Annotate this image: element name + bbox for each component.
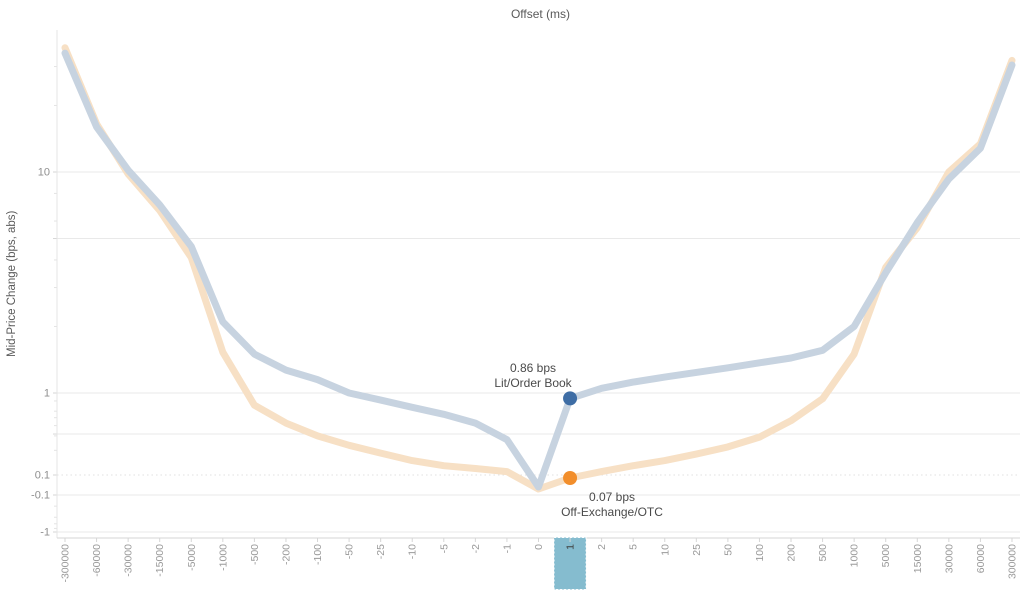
x-tick-label: 50 [722, 544, 734, 556]
x-tick-label: -15000 [154, 544, 166, 577]
y-tick-label: 0.1 [35, 470, 50, 482]
x-tick-label: -2 [470, 544, 482, 553]
x-tick-label: 25 [691, 544, 703, 556]
x-tick-label: -30000 [123, 544, 135, 577]
x-tick-label: -5 [438, 544, 450, 553]
annotation-otc-value: 0.07 bps [588, 490, 636, 504]
x-tick-label: 10 [659, 544, 671, 556]
x-axis-title: Offset (ms) [510, 7, 571, 21]
x-tick-label: -60000 [91, 544, 103, 577]
highlighted-point-lit-order-book[interactable] [563, 391, 578, 406]
annotation-lit-value: 0.86 bps [509, 361, 557, 375]
x-tick-label: 1000 [849, 544, 861, 568]
annotation-off-exchange-otc: 0.07 bps Off-Exchange/OTC [527, 490, 697, 520]
x-tick-label: 60000 [975, 544, 987, 573]
x-tick-label: 5 [628, 544, 640, 550]
y-tick-label: 1 [44, 388, 50, 400]
x-tick-label-selected[interactable]: 1 [565, 544, 577, 550]
highlighted-point-off-exchange-otc[interactable] [563, 471, 578, 485]
y-tick-label: 10 [38, 167, 50, 179]
x-tick-label: 100 [754, 544, 766, 562]
x-tick-label: 15000 [912, 544, 924, 573]
x-tick-label: -10 [407, 544, 419, 559]
annotation-lit-series: Lit/Order Book [494, 376, 572, 390]
x-tick-label: -1 [501, 544, 513, 553]
x-tick-label: 200 [786, 544, 798, 562]
series-line-off-exchange-otc[interactable] [61, 44, 1016, 493]
annotation-otc-series: Off-Exchange/OTC [561, 505, 663, 519]
x-tick-label: 500 [817, 544, 829, 562]
x-tick-label: -500 [249, 544, 261, 565]
x-tick-label: 5000 [880, 544, 892, 568]
x-tick-label: -200 [280, 544, 292, 565]
x-tick-label: 30000 [943, 544, 955, 573]
x-tick-label: 300000 [1006, 544, 1018, 579]
x-tick-label: -100 [312, 544, 324, 565]
x-tick-label: -1000 [217, 544, 229, 571]
x-tick-label: -5000 [186, 544, 198, 571]
series-line-lit-order-book[interactable] [61, 49, 1016, 491]
annotation-lit-order-book: 0.86 bps Lit/Order Book [458, 361, 608, 391]
y-tick-label: -0.1 [31, 490, 50, 502]
x-tick-label: 0 [533, 544, 545, 550]
x-tick-label: -300000 [60, 544, 72, 583]
y-tick-label: -1 [40, 527, 50, 539]
x-tick-label: -25 [375, 544, 387, 559]
x-tick-label: 2 [596, 544, 608, 550]
x-tick-label: -50 [344, 544, 356, 559]
selected-tick-highlight[interactable] [553, 537, 587, 590]
